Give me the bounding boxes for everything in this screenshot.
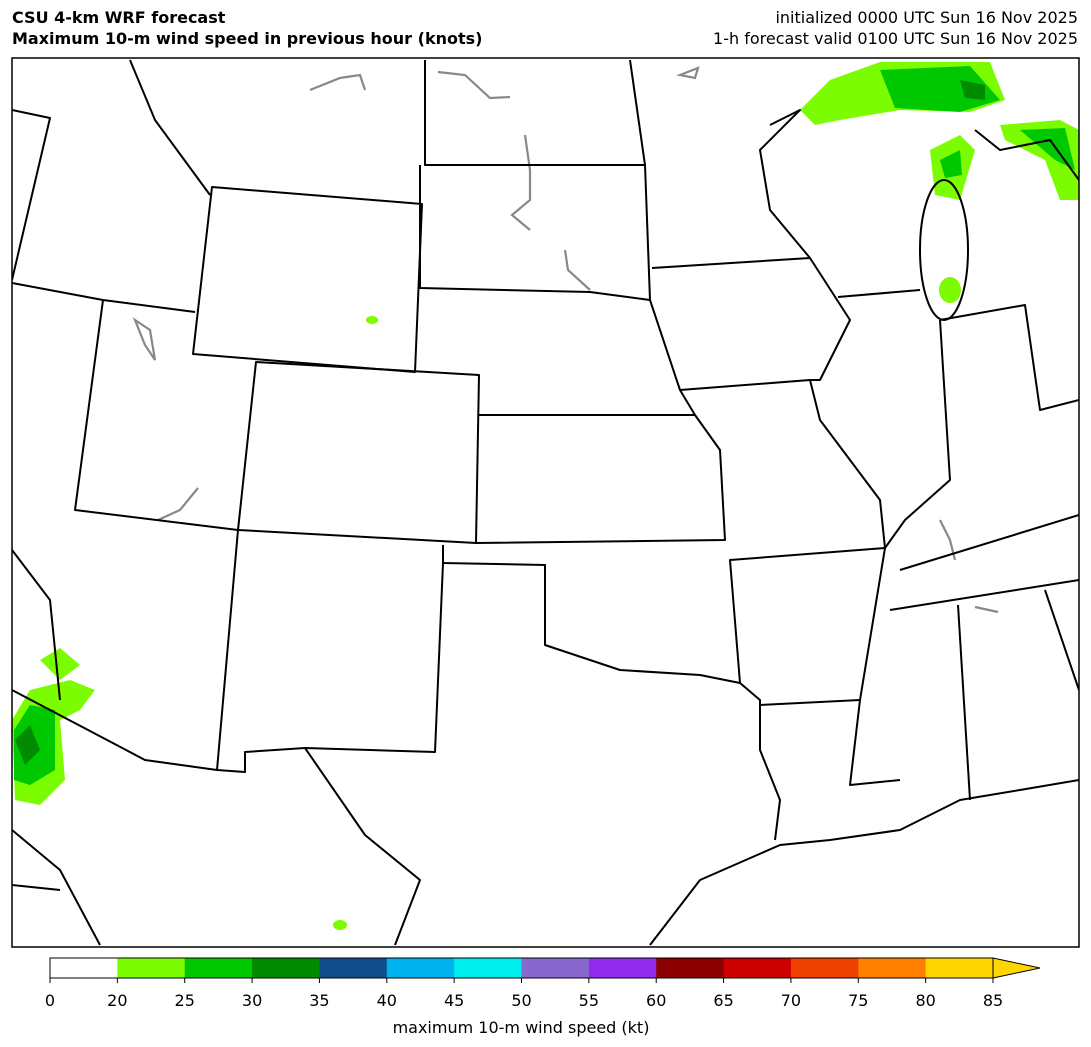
colorbar-segment (454, 958, 522, 978)
colorbar-segment (319, 958, 388, 978)
colorbar-extend (992, 957, 1041, 979)
title-right-1: initialized 0000 UTC Sun 16 Nov 2025 (775, 8, 1078, 27)
colorbar-segment (50, 958, 118, 978)
title-left-1: CSU 4-km WRF forecast (12, 8, 226, 27)
colorbar-segment (790, 958, 859, 978)
colorbar-segment (925, 958, 994, 978)
colorbar-tick-label: 55 (579, 991, 599, 1010)
colorbar-tick-label: 30 (242, 991, 262, 1010)
colorbar-segment (723, 958, 792, 978)
colorbar-segment (184, 958, 253, 978)
map (11, 57, 1080, 948)
wind-field (12, 62, 1079, 930)
colorbar-label: maximum 10-m wind speed (kt) (393, 1018, 650, 1037)
colorbar-tick-label: 20 (107, 991, 127, 1010)
colorbar-segment (588, 958, 657, 978)
title-right-2: 1-h forecast valid 0100 UTC Sun 16 Nov 2… (713, 29, 1078, 48)
colorbar-tick-label: 65 (713, 991, 733, 1010)
colorbar-segment (386, 958, 455, 978)
colorbar-tick-label: 0 (45, 991, 55, 1010)
colorbar-tick-label: 75 (848, 991, 868, 1010)
map-content (12, 59, 1079, 946)
colorbar-tick-label: 45 (444, 991, 464, 1010)
colorbar: 0 20 25 30 35 40 45 50 55 60 65 70 75 80 85 (45, 957, 1041, 1010)
colorbar-segment (858, 958, 927, 978)
colorbar-segment (117, 958, 186, 978)
map-frame (11, 57, 1080, 948)
colorbar-segment (521, 958, 590, 978)
colorbar-tick-label: 35 (309, 991, 329, 1010)
colorbar-tick-label: 70 (781, 991, 801, 1010)
lakes-rivers (132, 66, 999, 614)
colorbar-tick-label: 80 (915, 991, 935, 1010)
colorbar-tick-label: 40 (377, 991, 397, 1010)
colorbar-tick-label: 25 (175, 991, 195, 1010)
colorbar-tick-label: 60 (646, 991, 666, 1010)
state-borders (12, 59, 1079, 946)
colorbar-segment (252, 958, 320, 978)
title-left-2: Maximum 10-m wind speed in previous hour… (12, 29, 482, 48)
colorbar-tick-label: 50 (511, 991, 531, 1010)
colorbar-tick-label: 85 (983, 991, 1003, 1010)
colorbar-segment (656, 958, 725, 978)
